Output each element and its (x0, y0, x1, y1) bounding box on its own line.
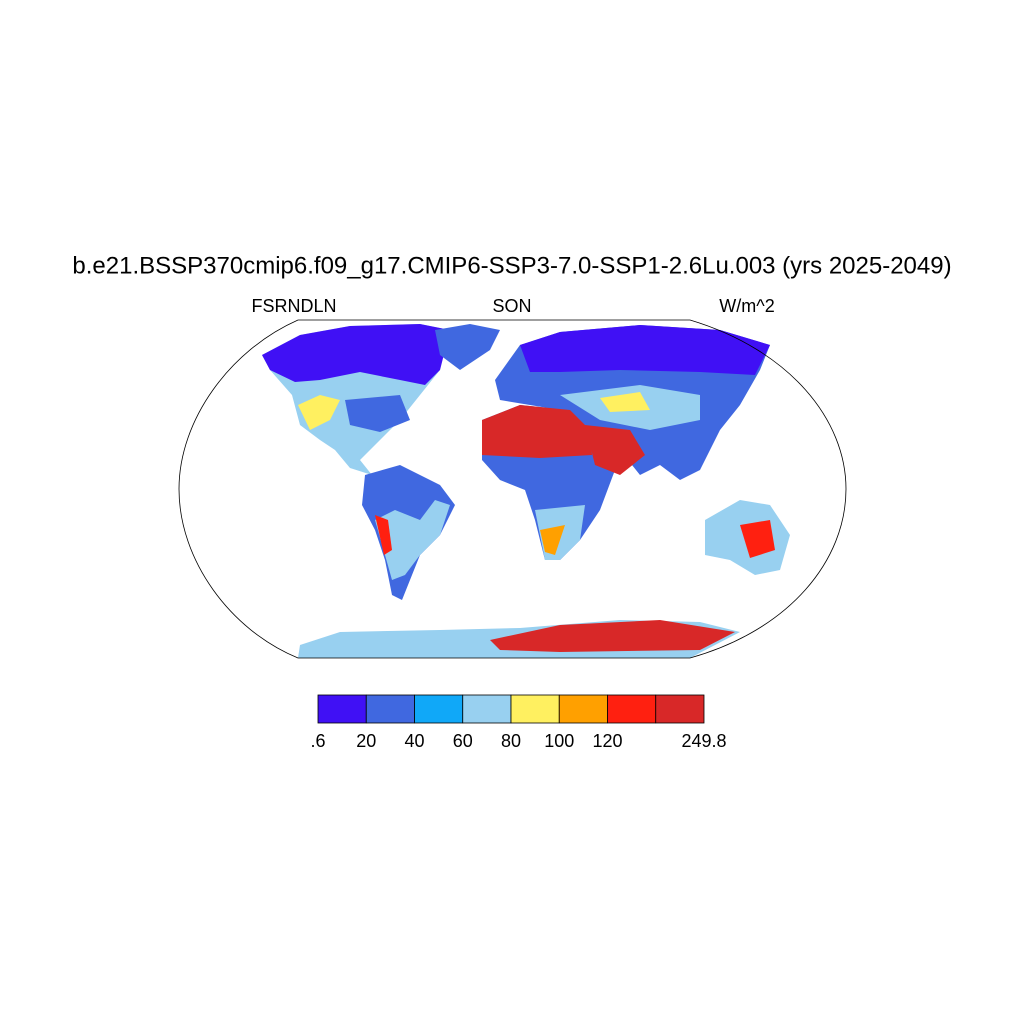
map-outline (178, 319, 847, 659)
colorbar-box (558, 694, 608, 724)
colorbar-label: 249.8 (681, 731, 726, 751)
title: b.e21.BSSP370cmip6.f09_g17.CMIP6-SSP3-7.… (72, 252, 951, 279)
colorbar-box (607, 694, 657, 724)
east-antarctica (490, 620, 735, 652)
colorbar-label: 100 (544, 731, 574, 751)
colorbar-label: 120 (592, 731, 622, 751)
south-america-south (375, 500, 450, 580)
arabia (585, 425, 645, 475)
canada (262, 324, 450, 385)
colorbar-box (510, 694, 560, 724)
colorbar-label: 60 (453, 731, 473, 751)
us-east (345, 395, 410, 432)
australia-interior (740, 520, 775, 558)
andes (375, 515, 392, 555)
variable-label: FSRNDLN (251, 296, 336, 316)
colorbar-box (655, 694, 705, 724)
colorbar-box (462, 694, 512, 724)
map (178, 319, 847, 659)
sahara (482, 405, 592, 458)
colorbar-label: 80 (501, 731, 521, 751)
colorbar-box (317, 694, 367, 724)
colorbar-box (414, 694, 464, 724)
colorbar-label: 20 (356, 731, 376, 751)
colorbar-box (365, 694, 415, 724)
units-label: W/m^2 (719, 296, 774, 316)
colorbar: .6 20 40 60 80 100 120 249.8 (310, 694, 727, 751)
colorbar-label: 40 (404, 731, 424, 751)
colorbar-label: .6 (310, 731, 325, 751)
season-label: SON (492, 296, 531, 316)
us-west (298, 395, 340, 430)
central-asia-bright (600, 392, 650, 412)
kalahari (540, 525, 565, 555)
siberia (520, 325, 770, 375)
greenland (435, 324, 500, 370)
